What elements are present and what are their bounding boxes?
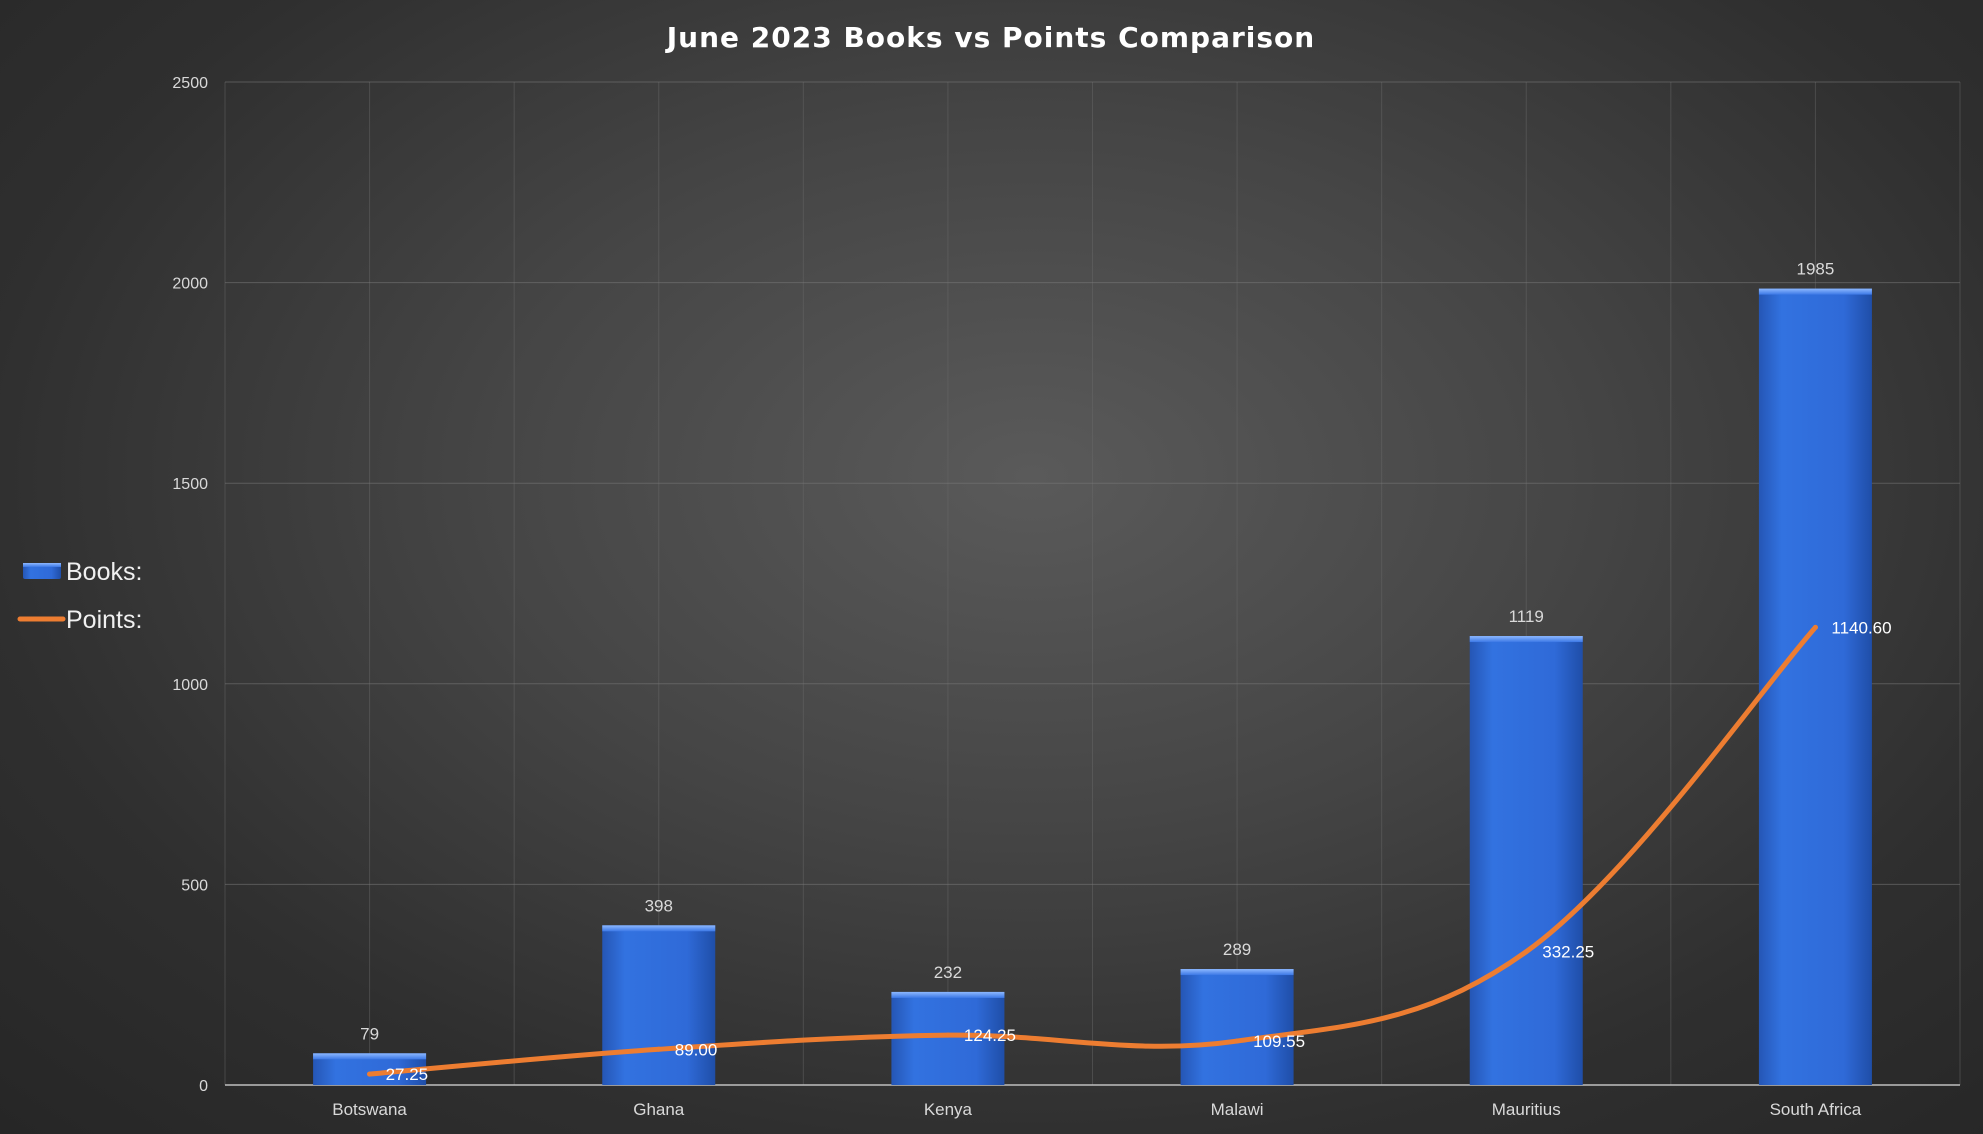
gridlines (224, 81, 1961, 1086)
bars-series (313, 288, 1872, 1085)
x-tick-label: South Africa (1770, 1100, 1862, 1119)
bar-value-label: 289 (1223, 940, 1251, 959)
bar-top-highlight (1469, 636, 1583, 643)
point-marker (656, 1046, 662, 1052)
legend-points-label: Points: (66, 606, 142, 634)
bar-top-highlight (1180, 969, 1294, 976)
bar (1469, 636, 1583, 1085)
point-marker (1234, 1038, 1240, 1044)
bar (891, 991, 1005, 1085)
y-tick-label: 1500 (172, 476, 208, 493)
legend: Books: Points: (17, 558, 142, 634)
bar-top-highlight (602, 925, 716, 932)
y-axis: 0 500 1000 1500 2000 2500 (172, 75, 208, 1095)
point-value-label: 109.55 (1253, 1032, 1305, 1051)
bar (602, 925, 716, 1085)
point-value-label: 1140.60 (1831, 618, 1891, 637)
bar (1180, 969, 1294, 1085)
x-tick-label: Mauritius (1492, 1100, 1561, 1119)
point-value-label: 332.25 (1542, 943, 1594, 962)
chart-title: June 2023 Books vs Points Comparison (665, 21, 1315, 54)
bar-value-label: 1119 (1509, 607, 1544, 626)
point-value-label: 124.25 (964, 1026, 1016, 1045)
bar-top-highlight (1758, 288, 1872, 295)
point-marker (1523, 949, 1529, 955)
point-marker (1812, 624, 1818, 630)
y-tick-label: 2000 (172, 276, 208, 293)
point-marker (945, 1032, 951, 1038)
x-axis: Botswana Ghana Kenya Malawi Mauritius South A… (225, 1084, 1960, 1119)
y-tick-label: 2500 (172, 75, 208, 92)
x-tick-label: Malawi (1211, 1100, 1264, 1119)
x-tick-label: Botswana (332, 1100, 407, 1119)
bar-value-label: 398 (645, 896, 673, 915)
legend-books-swatch-top (23, 563, 61, 567)
bar-value-label: 79 (360, 1024, 379, 1043)
y-tick-label: 500 (181, 877, 208, 894)
point-marker (367, 1071, 373, 1077)
bar-top-highlight (313, 1053, 427, 1060)
legend-books-label: Books: (66, 558, 142, 586)
points-series (367, 624, 1818, 1077)
x-tick-label: Kenya (924, 1100, 973, 1119)
x-tick-label: Ghana (633, 1100, 685, 1119)
points-line (367, 624, 1818, 1077)
bar-value-label: 1985 (1797, 260, 1835, 279)
y-tick-label: 1000 (172, 677, 208, 694)
point-value-label: 27.25 (386, 1065, 429, 1084)
bar (1758, 288, 1872, 1085)
point-value-label: 89.00 (675, 1040, 718, 1059)
y-tick-label: 0 (199, 1078, 208, 1095)
bar-top-highlight (891, 991, 1005, 998)
data-labels: 79 398 232 289 1119 1985 27.25 89.00 124.25 109.5… (360, 260, 1891, 1084)
bar-value-label: 232 (934, 963, 962, 982)
